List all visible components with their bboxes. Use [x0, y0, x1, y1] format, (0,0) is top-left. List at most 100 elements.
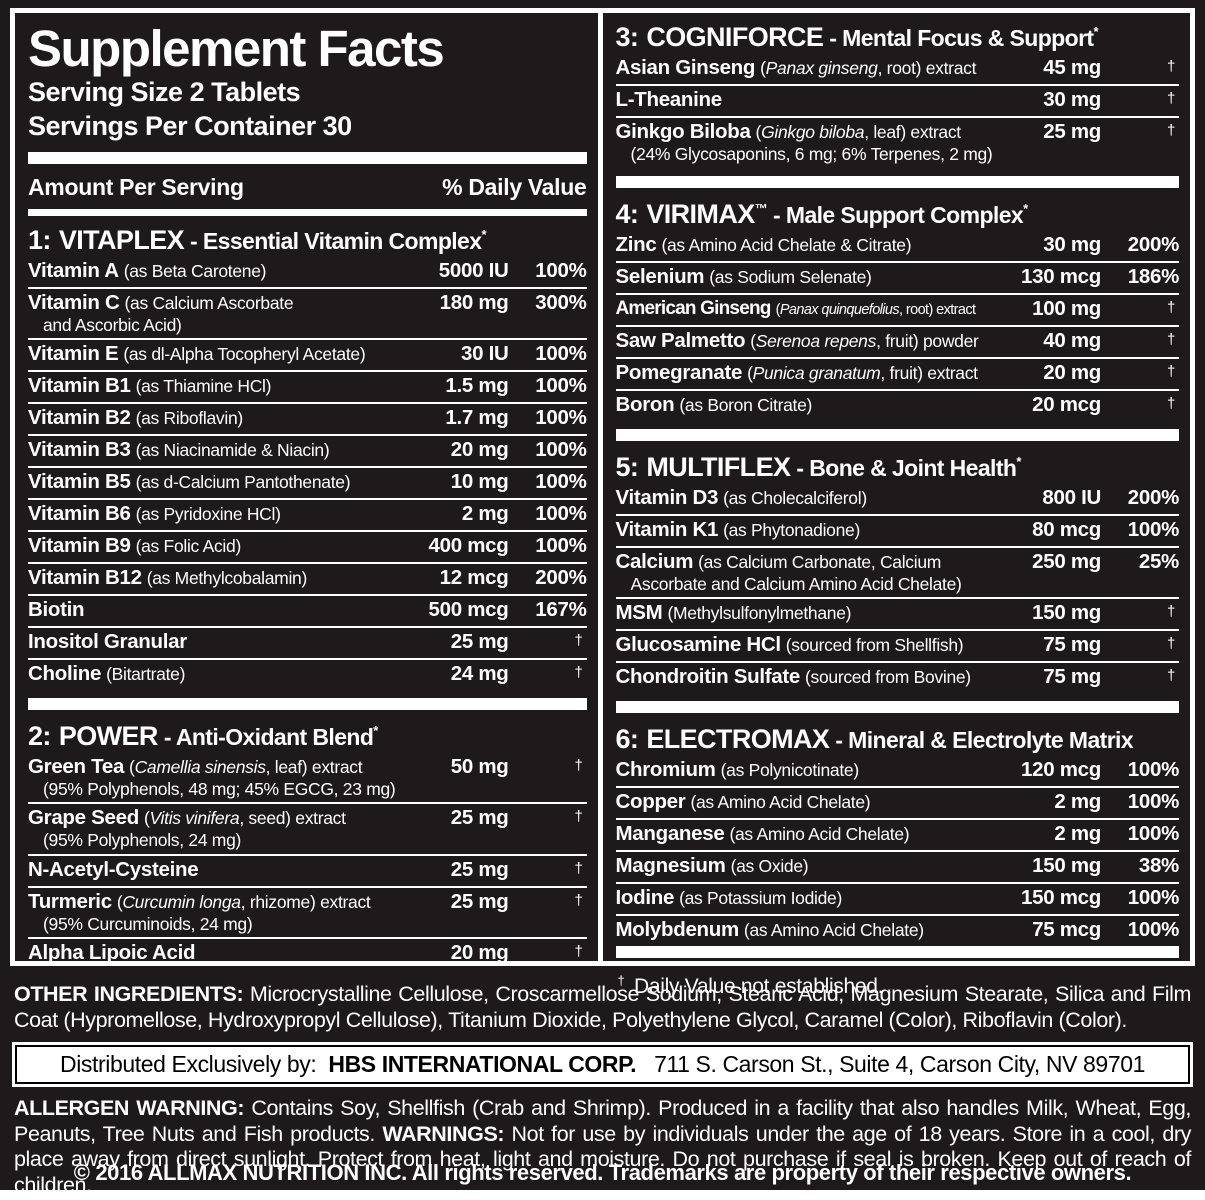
ingredient-name-cell: Calcium (as Calcium Carbonate, Calcium Asc… [615, 549, 1006, 593]
section-subtitle: - Bone & Joint Health [796, 454, 1017, 481]
ingredient-name: Vitamin E [28, 342, 119, 366]
divider-bar [28, 208, 587, 216]
ingredient-detail: (as Potassium Iodide) [679, 888, 843, 909]
ingredient-name: Vitamin B3 [28, 438, 131, 462]
amount-value: 75 mg [1043, 633, 1101, 657]
ingredient-detail: (as Calcium Carbonate, Calcium [698, 551, 942, 572]
ingredient-row: MSM (Methylsulfonylmethane) 150 mg † [615, 597, 1179, 629]
distributor-box: Distributed Exclusively by: HBS INTERNAT… [12, 1042, 1193, 1087]
section-virimax: 4: VIRIMAX™ - Male Support Complex* Zinc (as… [615, 196, 1179, 421]
ingredient-detail: (as Thiamine HCl) [135, 376, 272, 397]
daily-value-cell: † [1166, 330, 1175, 348]
amount-per-serving-label: Amount Per Serving [28, 173, 244, 200]
ingredient-row: N-Acetyl-Cysteine 25 mg † [28, 853, 587, 886]
section-header: 3: COGNIFORCE - Mental Focus & Support* [616, 19, 1180, 54]
ingredient-row: Vitamin D3 (as Cholecalciferol) 800 IU 200% [616, 484, 1180, 514]
amount-value: 800 IU [1042, 485, 1101, 509]
daily-value-cell: 100% [535, 533, 587, 557]
detail-prefix: ( [116, 891, 123, 912]
ingredient-name: Boron [615, 392, 675, 416]
ingredient-name: Glucosamine HCl [615, 633, 782, 657]
section-header: 2: POWER - Anti-Oxidant Blend* [28, 718, 587, 753]
ingredient-name-cell: Vitamin E (as dl-Alpha Tocopheryl Acetate… [28, 342, 413, 366]
section-header: 1: VITAPLEX - Essential Vitamin Complex* [28, 222, 587, 257]
detail-prefix: ( [755, 122, 762, 143]
section-subtitle: - Anti-Oxidant Blend [163, 723, 374, 750]
other-ingredients-label: OTHER INGREDIENTS: [14, 982, 244, 1006]
ingredient-row: Vitamin B12 (as Methylcobalamin) 12 mcg 200… [28, 561, 587, 594]
daily-value-label: % Daily Value [442, 173, 587, 200]
ingredient-name-cell: Chromium (as Polynicotinate) [616, 758, 1006, 782]
footnote-text: Daily Value not established. [633, 975, 884, 999]
daily-value-cell: 100% [535, 342, 587, 366]
ingredient-detail: (as Riboflavin) [135, 408, 244, 429]
daily-value-cell: 200% [1127, 485, 1180, 509]
ingredient-name: Alpha Lipoic Acid [28, 940, 196, 964]
amount-value: 10 mg [450, 470, 509, 494]
section-cogniforce: 3: COGNIFORCE - Mental Focus & Support* Asi… [615, 19, 1180, 168]
ingredient-row: Manganese (as Amino Acid Chelate) 2 mg 100% [615, 818, 1179, 850]
ingredient-subdetail: and Ascorbic Acid) [43, 314, 182, 335]
ingredient-name: Pomegranate [615, 360, 743, 384]
warnings-label: WARNINGS: [382, 1121, 505, 1146]
ingredient-name: Calcium [615, 549, 694, 573]
amount-value: 25 mg [450, 806, 509, 830]
amount-value: 75 mg [1043, 665, 1101, 689]
amount-value: 45 mg [1043, 56, 1101, 80]
ingredient-name: Vitamin B1 [28, 374, 131, 398]
amount-value: 25 mg [1043, 120, 1101, 144]
divider-bar [615, 701, 1179, 714]
ingredient-row: Ginkgo Biloba (Ginkgo biloba, leaf) extra… [615, 116, 1179, 167]
daily-value-cell: 100% [535, 374, 587, 398]
ingredient-row: Glucosamine HCl (sourced from Shellfish) 7… [615, 629, 1179, 661]
distributor-name: HBS INTERNATIONAL CORP. [328, 1051, 637, 1077]
amount-value: 150 mg [1032, 601, 1101, 625]
ingredient-row: Calcium (as Calcium Carbonate, Calcium Asc… [615, 545, 1179, 597]
ingredient-name: Green Tea [28, 755, 125, 779]
ingredient-row: Vitamin B9 (as Folic Acid) 400 mcg 100% [28, 529, 587, 562]
ingredient-detail: (sourced from Shellfish) [785, 635, 964, 656]
ingredient-name: Vitamin D3 [615, 485, 719, 509]
ingredient-row: Copper (as Amino Acid Chelate) 2 mg 100% [615, 786, 1179, 818]
section-name: POWER [58, 720, 159, 751]
divider-bar [615, 175, 1179, 188]
daily-value-cell: † [1166, 362, 1175, 380]
amount-value: 1.5 mg [445, 374, 509, 398]
section-number: 2: [28, 720, 51, 751]
ingredient-detail: (Punica granatum, fruit) extract [747, 363, 978, 383]
main-panel: Supplement Facts Serving Size 2 Tablets … [10, 8, 1195, 998]
daily-value-cell: 167% [535, 597, 587, 621]
copyright-line: © 2016 ALLMAX NUTRITION INC. All rights … [73, 1160, 1132, 1185]
ingredient-name-cell: Zinc (as Amino Acid Chelate & Citrate) [616, 233, 1006, 257]
section-header: 6: ELECTROMAX - Mineral & Electrolyte Matr… [616, 721, 1180, 756]
amount-value: 400 mcg [428, 533, 509, 557]
ingredient-name-cell: Magnesium (as Oxide) [615, 854, 1006, 878]
ingredient-name-cell: Choline (Bitartrate) [28, 662, 413, 686]
ingredient-name: Ginkgo Biloba [615, 120, 751, 144]
daily-value-cell: † [574, 631, 583, 649]
ingredient-row: American Ginseng (Panax quinquefolius, ro… [615, 292, 1179, 325]
ingredient-row: Inositol Granular 25 mg † [28, 625, 587, 658]
detail-prefix: ( [775, 301, 781, 318]
ingredient-name: Magnesium [615, 854, 726, 878]
section-header: 5: MULTIFLEX - Bone & Joint Health* [616, 449, 1180, 484]
servings-per-container: Servings Per Container 30 [28, 110, 352, 141]
ingredient-detail: (as Calcium Ascorbate [124, 292, 294, 313]
ingredient-detail: (as Folic Acid) [135, 535, 242, 556]
ingredient-name-cell: Vitamin D3 (as Cholecalciferol) [615, 485, 1006, 510]
allergen-warning: ALLERGEN WARNING: Contains Soy, Shellfis… [14, 1096, 1191, 1198]
amount-value: 50 mg [450, 755, 509, 779]
amount-value: 120 mcg [1021, 758, 1101, 782]
column-right: 3: COGNIFORCE - Mental Focus & Support* Asi… [603, 13, 1191, 998]
amount-value: 24 mg [450, 661, 509, 685]
ingredient-name: Inositol Granular [28, 629, 187, 653]
ingredient-detail: (Panax quinquefolius, root) extract [776, 302, 976, 318]
ingredient-row: Iodine (as Potassium Iodide) 150 mcg 100% [615, 882, 1179, 914]
ingredient-name-cell: Biotin [28, 598, 413, 622]
ingredient-name-cell: Molybdenum (as Amino Acid Chelate) [616, 918, 1006, 942]
scientific-name: Serenoa repens [755, 330, 877, 351]
ingredient-row: Biotin 500 mcg 167% [28, 593, 587, 626]
amount-value: 12 mcg [439, 565, 509, 589]
ingredient-detail: (as Cholecalciferol) [723, 487, 867, 508]
amount-value: 2 mg [1054, 790, 1101, 814]
